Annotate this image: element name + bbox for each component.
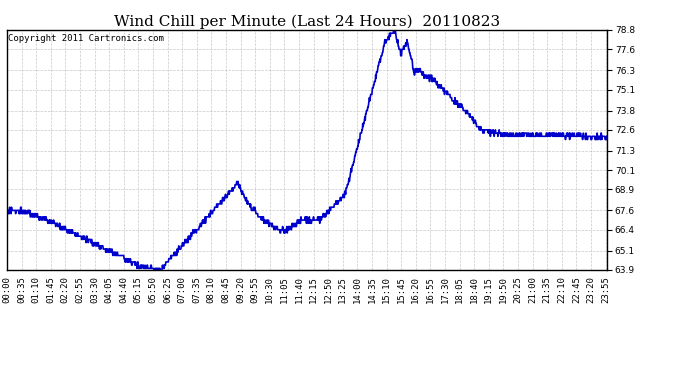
Title: Wind Chill per Minute (Last 24 Hours)  20110823: Wind Chill per Minute (Last 24 Hours) 20… [114, 15, 500, 29]
Text: Copyright 2011 Cartronics.com: Copyright 2011 Cartronics.com [8, 34, 164, 43]
